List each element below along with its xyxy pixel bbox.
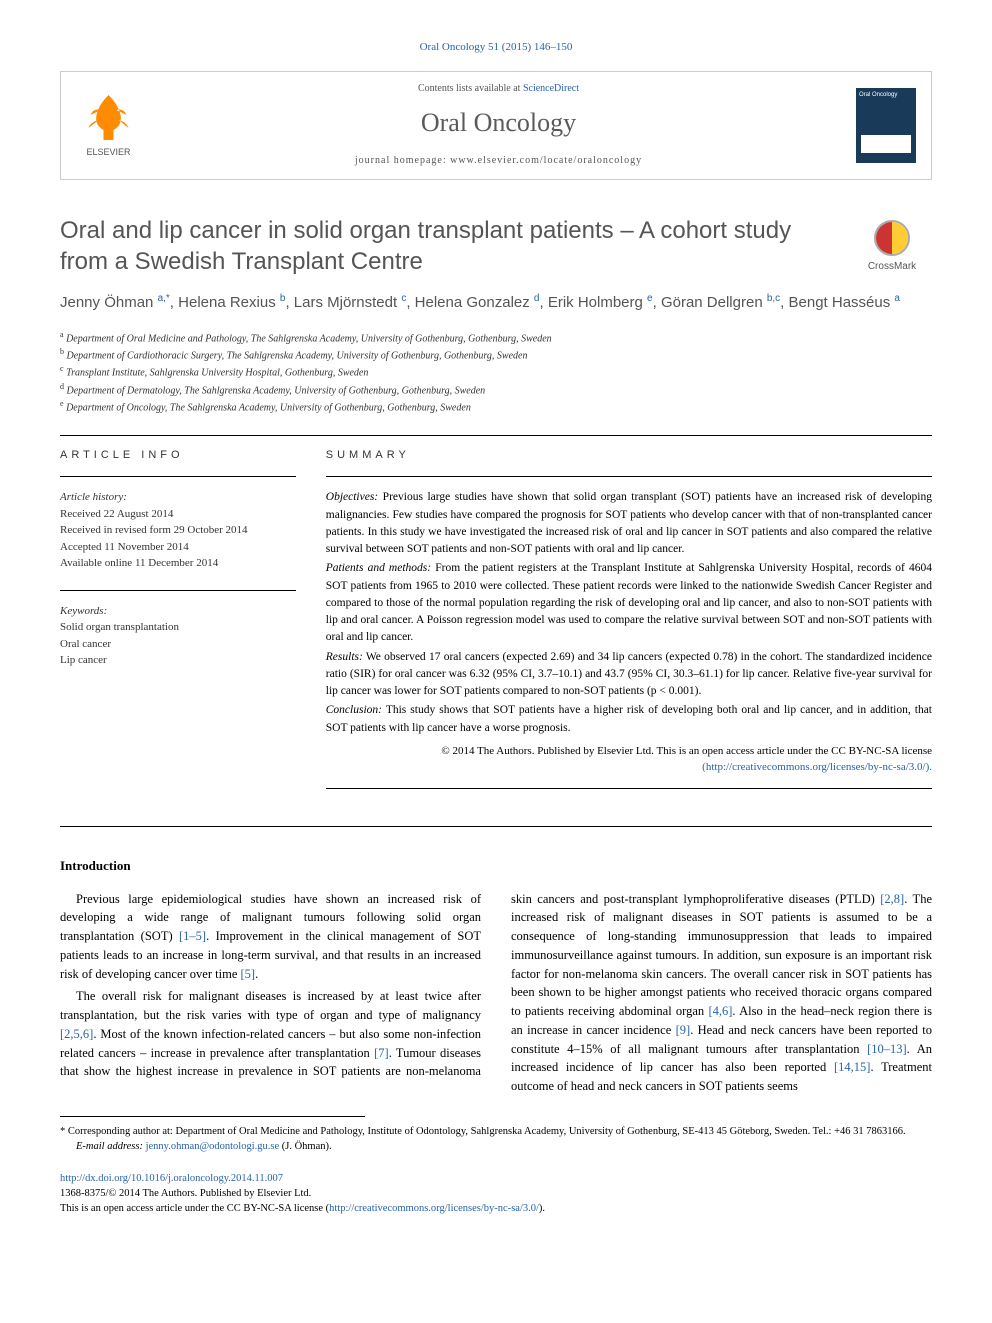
history-label: Article history:	[60, 489, 296, 506]
doi-link[interactable]: http://dx.doi.org/10.1016/j.oraloncology…	[60, 1172, 932, 1187]
results-label: Results:	[326, 651, 363, 663]
article-info-heading: ARTICLE INFO	[60, 448, 296, 464]
intro-p2-d: . The increased risk of malignant diseas…	[511, 892, 932, 1019]
aff-key-c: c	[60, 364, 64, 373]
divider	[60, 826, 932, 827]
journal-homepage-line: journal homepage: www.elsevier.com/locat…	[141, 154, 856, 169]
objectives-text: Previous large studies have shown that s…	[326, 491, 932, 555]
aff-key-e: e	[60, 399, 64, 408]
author-5[interactable]: Göran Dellgren	[661, 294, 763, 311]
crossmark-label: CrossMark	[852, 260, 932, 275]
footnote-divider	[60, 1116, 365, 1117]
contents-available-line: Contents lists available at ScienceDirec…	[141, 82, 856, 97]
author-4[interactable]: Erik Holmberg	[548, 294, 643, 311]
aff-text-b: Department of Cardiothoracic Surgery, Th…	[67, 350, 528, 361]
author-3[interactable]: Helena Gonzalez	[415, 294, 530, 311]
keywords-block: Keywords: Solid organ transplantation Or…	[60, 603, 296, 669]
conclusion-text: This study shows that SOT patients have …	[326, 704, 932, 733]
affiliations-block: a Department of Oral Medicine and Pathol…	[60, 329, 932, 416]
objectives-label: Objectives:	[326, 491, 378, 503]
conclusion-label: Conclusion:	[326, 704, 382, 716]
introduction-body: Previous large epidemiological studies h…	[60, 890, 932, 1096]
corresponding-author-footnote: * Corresponding author at: Department of…	[60, 1125, 932, 1154]
homepage-url[interactable]: www.elsevier.com/locate/oraloncology	[450, 155, 642, 166]
divider	[326, 788, 932, 789]
journal-header-box: ELSEVIER Contents lists available at Sci…	[60, 71, 932, 180]
author-6[interactable]: Bengt Hasséus	[789, 294, 891, 311]
license-link[interactable]: (http://creativecommons.org/licenses/by-…	[702, 761, 932, 773]
cite-10-13[interactable]: [10–13]	[867, 1042, 907, 1056]
author-1-aff: b	[280, 293, 286, 304]
cite-7[interactable]: [7]	[374, 1046, 389, 1060]
cite-9[interactable]: [9]	[676, 1023, 691, 1037]
methods-text: From the patient registers at the Transp…	[326, 562, 932, 643]
aff-text-a: Department of Oral Medicine and Patholog…	[66, 333, 552, 344]
corr-text: Corresponding author at: Department of O…	[65, 1126, 905, 1137]
keyword-1: Oral cancer	[60, 636, 296, 653]
copyright-text: © 2014 The Authors. Published by Elsevie…	[441, 745, 932, 757]
divider	[326, 476, 932, 477]
divider	[60, 590, 296, 591]
keyword-0: Solid organ transplantation	[60, 619, 296, 636]
results-text: We observed 17 oral cancers (expected 2.…	[326, 651, 932, 698]
license-line: This is an open access article under the…	[60, 1203, 329, 1214]
history-1: Received in revised form 29 October 2014	[60, 522, 296, 539]
email-suffix: (J. Öhman).	[279, 1141, 332, 1152]
author-6-aff: a	[894, 293, 900, 304]
footer-license-link[interactable]: http://creativecommons.org/licenses/by-n…	[329, 1203, 539, 1214]
keywords-label: Keywords:	[60, 603, 296, 620]
journal-cover-thumbnail: Oral Oncology	[856, 88, 916, 163]
aff-key-b: b	[60, 347, 64, 356]
email-link[interactable]: jenny.ohman@odontologi.gu.se	[146, 1141, 280, 1152]
author-0[interactable]: Jenny Öhman	[60, 294, 153, 311]
journal-name: Oral Oncology	[141, 104, 856, 142]
license-close: ).	[539, 1203, 545, 1214]
summary-heading: SUMMARY	[326, 448, 932, 464]
cite-256[interactable]: [2,5,6]	[60, 1027, 93, 1041]
author-2[interactable]: Lars Mjörnstedt	[294, 294, 397, 311]
footer-block: http://dx.doi.org/10.1016/j.oraloncology…	[60, 1172, 932, 1216]
author-4-aff: e	[647, 293, 653, 304]
author-1[interactable]: Helena Rexius	[178, 294, 276, 311]
author-2-aff: c	[401, 293, 406, 304]
article-history-block: Article history: Received 22 August 2014…	[60, 489, 296, 572]
contents-prefix: Contents lists available at	[418, 83, 523, 94]
svg-text:ELSEVIER: ELSEVIER	[86, 147, 131, 157]
sciencedirect-link[interactable]: ScienceDirect	[523, 83, 579, 94]
intro-p2-a: The overall risk for malignant diseases …	[60, 989, 481, 1022]
methods-label: Patients and methods:	[326, 562, 431, 574]
author-3-aff: d	[534, 293, 540, 304]
aff-text-d: Department of Dermatology, The Sahlgrens…	[67, 385, 486, 396]
aff-key-a: a	[60, 330, 64, 339]
author-5-aff: b,c	[767, 293, 780, 304]
keyword-2: Lip cancer	[60, 652, 296, 669]
cite-1-5[interactable]: [1–5]	[179, 929, 206, 943]
email-label: E-mail address:	[76, 1141, 146, 1152]
history-2: Accepted 11 November 2014	[60, 539, 296, 556]
cite-14-15[interactable]: [14,15]	[834, 1060, 870, 1074]
divider	[60, 476, 296, 477]
aff-text-e: Department of Oncology, The Sahlgrenska …	[66, 402, 471, 413]
history-0: Received 22 August 2014	[60, 506, 296, 523]
summary-body: Objectives: Previous large studies have …	[326, 489, 932, 776]
cite-28[interactable]: [2,8]	[880, 892, 904, 906]
author-0-aff: a,*	[158, 293, 170, 304]
header-citation: Oral Oncology 51 (2015) 146–150	[60, 40, 932, 56]
authors-line: Jenny Öhman a,*, Helena Rexius b, Lars M…	[60, 292, 932, 314]
cover-label: Oral Oncology	[856, 88, 916, 103]
homepage-prefix: journal homepage:	[355, 155, 450, 166]
article-title: Oral and lip cancer in solid organ trans…	[60, 215, 932, 277]
crossmark-badge[interactable]: CrossMark	[852, 220, 932, 275]
introduction-heading: Introduction	[60, 857, 932, 876]
crossmark-icon	[874, 220, 910, 256]
intro-p1-c: .	[255, 967, 258, 981]
elsevier-logo: ELSEVIER	[76, 90, 141, 160]
cite-46[interactable]: [4,6]	[708, 1004, 732, 1018]
divider	[60, 435, 932, 436]
issn-line: 1368-8375/© 2014 The Authors. Published …	[60, 1187, 932, 1202]
aff-key-d: d	[60, 382, 64, 391]
aff-text-c: Transplant Institute, Sahlgrenska Univer…	[66, 368, 368, 379]
cite-5[interactable]: [5]	[241, 967, 256, 981]
history-3: Available online 11 December 2014	[60, 555, 296, 572]
